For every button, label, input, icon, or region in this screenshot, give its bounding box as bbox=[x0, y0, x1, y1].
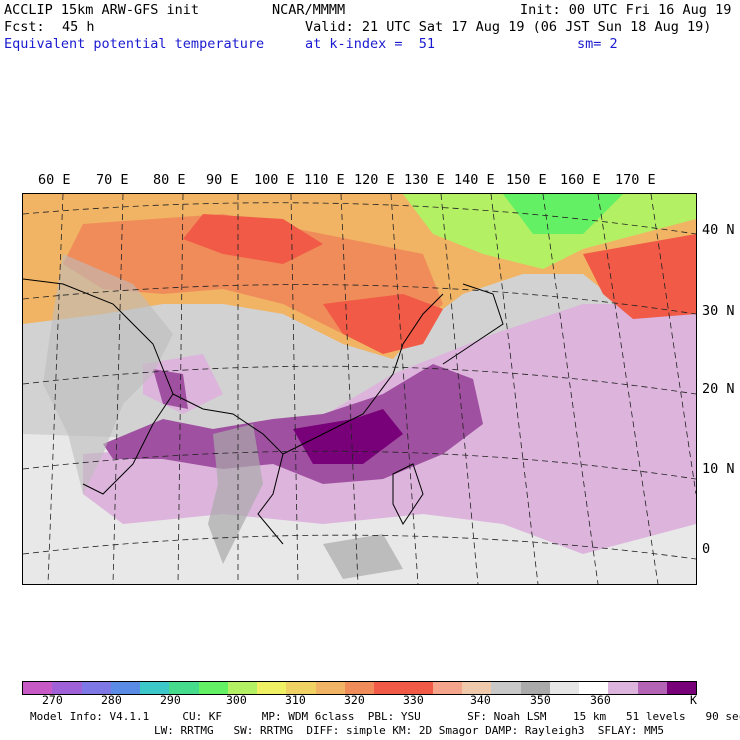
colorbar-swatch bbox=[461, 682, 492, 694]
init-time: Init: 00 UTC Fri 16 Aug 19 bbox=[520, 2, 732, 18]
lon-label: 70 E bbox=[96, 172, 129, 188]
colorbar-swatch bbox=[140, 682, 170, 694]
lat-label: 10 N bbox=[702, 461, 735, 477]
lon-label: 170 E bbox=[615, 172, 656, 188]
colorbar-swatch bbox=[403, 682, 433, 694]
level-label: at k-index = 51 bbox=[305, 36, 436, 52]
colorbar-swatch bbox=[110, 682, 141, 694]
org-label: NCAR/MMMM bbox=[272, 2, 346, 18]
smooth-label: sm= 2 bbox=[577, 36, 618, 52]
colorbar-swatch bbox=[637, 682, 667, 694]
colorbar-swatch bbox=[491, 682, 521, 694]
colorbar-tick: 320 bbox=[344, 693, 365, 707]
colorbar-tick: 270 bbox=[42, 693, 63, 707]
valid-time: Valid: 21 UTC Sat 17 Aug 19 (06 JST Sun … bbox=[305, 19, 712, 35]
colorbar-swatch bbox=[257, 682, 287, 694]
colorbar-swatch bbox=[315, 682, 345, 694]
colorbar-tick: 350 bbox=[530, 693, 551, 707]
colorbar-swatch bbox=[549, 682, 580, 694]
lon-label: 130 E bbox=[404, 172, 445, 188]
purple-max bbox=[293, 409, 403, 464]
land-mass bbox=[43, 254, 173, 494]
lat-label: 20 N bbox=[702, 381, 735, 397]
colorbar-tick: 340 bbox=[470, 693, 491, 707]
theta-e-field bbox=[23, 194, 696, 584]
coastline bbox=[282, 293, 444, 455]
lon-label: 80 E bbox=[153, 172, 186, 188]
colorbar-unit: K bbox=[690, 693, 697, 707]
colorbar-swatch bbox=[579, 682, 609, 694]
colorbar-tick: 310 bbox=[285, 693, 306, 707]
colorbar-tick: 280 bbox=[101, 693, 122, 707]
lon-label: 110 E bbox=[304, 172, 345, 188]
field-name: Equivalent potential temperature bbox=[4, 36, 265, 52]
colorbar bbox=[22, 681, 697, 695]
land-mass bbox=[208, 424, 263, 564]
colorbar-swatch bbox=[81, 682, 111, 694]
colorbar-swatch bbox=[286, 682, 316, 694]
colorbar-swatch bbox=[23, 682, 53, 694]
lon-label: 120 E bbox=[354, 172, 395, 188]
cool-core bbox=[503, 194, 623, 234]
colorbar-swatch bbox=[344, 682, 375, 694]
colorbar-swatch bbox=[432, 682, 462, 694]
colorbar-swatch bbox=[52, 682, 82, 694]
colorbar-swatch bbox=[374, 682, 404, 694]
hot-core bbox=[183, 214, 323, 264]
graticule bbox=[23, 194, 696, 584]
colorbar-tick: 360 bbox=[590, 693, 611, 707]
colorbar-tick: 290 bbox=[160, 693, 181, 707]
lon-label: 160 E bbox=[560, 172, 601, 188]
model-info-line1: Model Info: V4.1.1 CU: KF MP: WDM 6class… bbox=[30, 710, 740, 723]
colorbar-swatch bbox=[198, 682, 228, 694]
lon-label: 60 E bbox=[38, 172, 71, 188]
hot-core bbox=[583, 234, 696, 319]
colorbar-swatch bbox=[666, 682, 697, 694]
lat-label: 0 bbox=[702, 541, 711, 557]
colorbar-swatch bbox=[608, 682, 638, 694]
lat-label: 30 N bbox=[702, 303, 735, 319]
colorbar-tick: 330 bbox=[403, 693, 424, 707]
map-panel bbox=[22, 193, 697, 585]
hot-core bbox=[323, 294, 443, 354]
fcst-label: Fcst: bbox=[4, 19, 45, 35]
colorbar-swatch bbox=[227, 682, 258, 694]
land-mass bbox=[323, 534, 403, 579]
model-title: ACCLIP 15km ARW-GFS init bbox=[4, 2, 200, 18]
lon-label: 140 E bbox=[454, 172, 495, 188]
coastline bbox=[172, 393, 284, 545]
colorbar-tick: 300 bbox=[226, 693, 247, 707]
lon-label: 100 E bbox=[254, 172, 295, 188]
colorbar-swatch bbox=[169, 682, 199, 694]
model-info-line2: LW: RRTMG SW: RRTMG DIFF: simple KM: 2D … bbox=[154, 724, 664, 737]
fcst-value: 45 h bbox=[62, 19, 95, 35]
colorbar-swatch bbox=[520, 682, 550, 694]
lat-label: 40 N bbox=[702, 222, 735, 238]
lon-label: 90 E bbox=[206, 172, 239, 188]
lon-label: 150 E bbox=[506, 172, 547, 188]
